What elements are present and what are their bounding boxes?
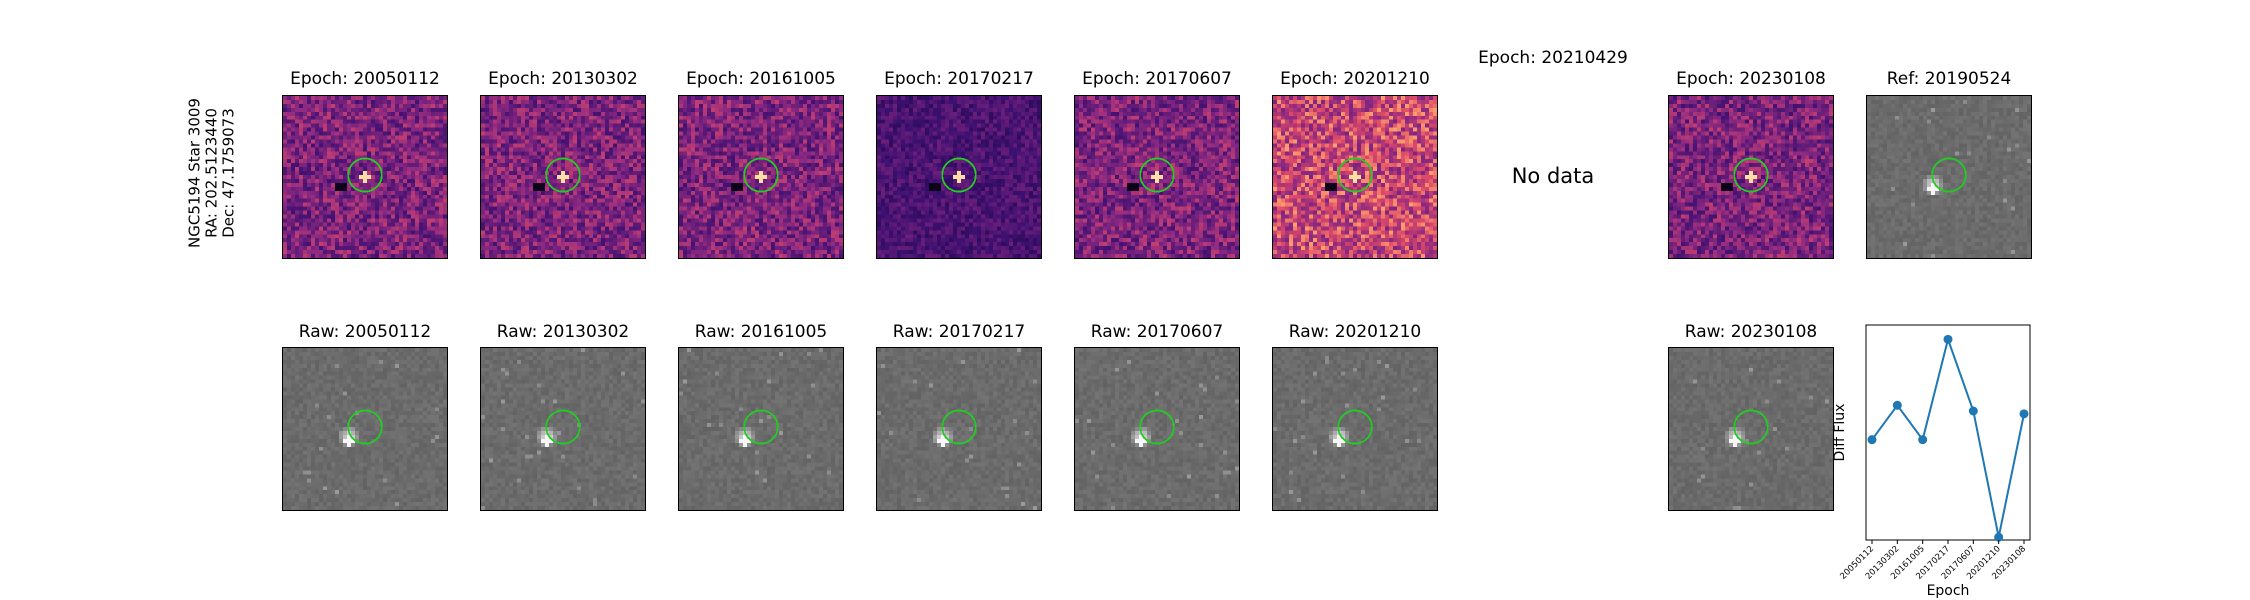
target-circle: [347, 157, 383, 193]
star-ra: RA: 202.5123440: [203, 98, 221, 248]
raw-panel-title: Raw: 20170607: [1091, 322, 1224, 342]
diff-cutout-0: [282, 95, 448, 259]
diff-panel-title: Epoch: 20170607: [1082, 69, 1232, 89]
target-circle: [1733, 409, 1769, 445]
target-circle: [743, 409, 779, 445]
data-point-20170217: [1943, 334, 1953, 344]
raw-panel-title: Raw: 20050112: [299, 322, 432, 342]
target-circle: [941, 157, 977, 193]
target-circle: [1139, 157, 1175, 193]
target-circle: [1733, 157, 1769, 193]
series-line: [1871, 335, 2025, 538]
target-circle: [545, 157, 581, 193]
target-circle: [941, 409, 977, 445]
diff-panel-title: Epoch: 20050112: [290, 69, 440, 89]
raw-cutout-ref: [1866, 95, 2032, 259]
diff-cutout-1: [480, 95, 646, 259]
raw-cutout-2: [678, 347, 844, 511]
target-circle: [1931, 157, 1967, 193]
raw-panel-title: Raw: 20201210: [1289, 322, 1422, 342]
diff-cutout-4: [1074, 95, 1240, 259]
raw-panel-title: Raw: 20170217: [893, 322, 1026, 342]
diff-panel-title: Epoch: 20170217: [884, 69, 1034, 89]
diff-cutout-5: [1272, 95, 1438, 259]
raw-cutout-5: [1272, 347, 1438, 511]
diff-panel-title: Epoch: 20161005: [686, 69, 836, 89]
lightcurve-chart: 2005011220130302201610052017021720170607…: [1832, 324, 2031, 599]
diff-panel-title: Epoch: 20230108: [1676, 69, 1826, 89]
raw-cutout-1: [480, 347, 646, 511]
raw-panel-title: Raw: 20161005: [695, 322, 828, 342]
diff-cutout-2: [678, 95, 844, 259]
raw-cutout-0: [282, 347, 448, 511]
raw-cutout-3: [876, 347, 1042, 511]
y-axis-label: Diff Flux: [1832, 404, 1848, 462]
diff-panel-title: Epoch: 20130302: [488, 69, 638, 89]
data-point-20170607: [1968, 406, 1978, 416]
raw-panel-title: Raw: 20230108: [1685, 322, 1818, 342]
data-point-20201210: [1994, 532, 2004, 542]
diff-panel-title: Epoch: 20201210: [1280, 69, 1430, 89]
target-circle: [1139, 409, 1175, 445]
diff-cutout-3: [876, 95, 1042, 259]
target-circle: [1337, 409, 1373, 445]
target-circle: [1337, 157, 1373, 193]
star-dec: Dec: 47.1759073: [220, 98, 238, 248]
target-circle: [347, 409, 383, 445]
no-data-label: No data: [1512, 164, 1595, 188]
star-identity-label: NGC5194 Star 3009 RA: 202.5123440 Dec: 4…: [186, 98, 238, 248]
data-point-20130302: [1892, 400, 1902, 410]
raw-cutout-4: [1074, 347, 1240, 511]
raw-panel-title: Raw: 20130302: [497, 322, 630, 342]
ref-panel-title: Ref: 20190524: [1887, 69, 2012, 89]
x-axis-label: Epoch: [1927, 583, 1970, 599]
raw-cutout-6: [1668, 347, 1834, 511]
data-point-20161005: [1918, 435, 1928, 445]
star-name: NGC5194 Star 3009: [186, 98, 204, 248]
data-point-20050112: [1867, 435, 1877, 445]
target-circle: [545, 409, 581, 445]
nodata-panel-title: Epoch: 20210429: [1478, 48, 1628, 68]
target-circle: [743, 157, 779, 193]
diff-cutout-7: [1668, 95, 1834, 259]
data-point-20230108: [2019, 409, 2029, 419]
